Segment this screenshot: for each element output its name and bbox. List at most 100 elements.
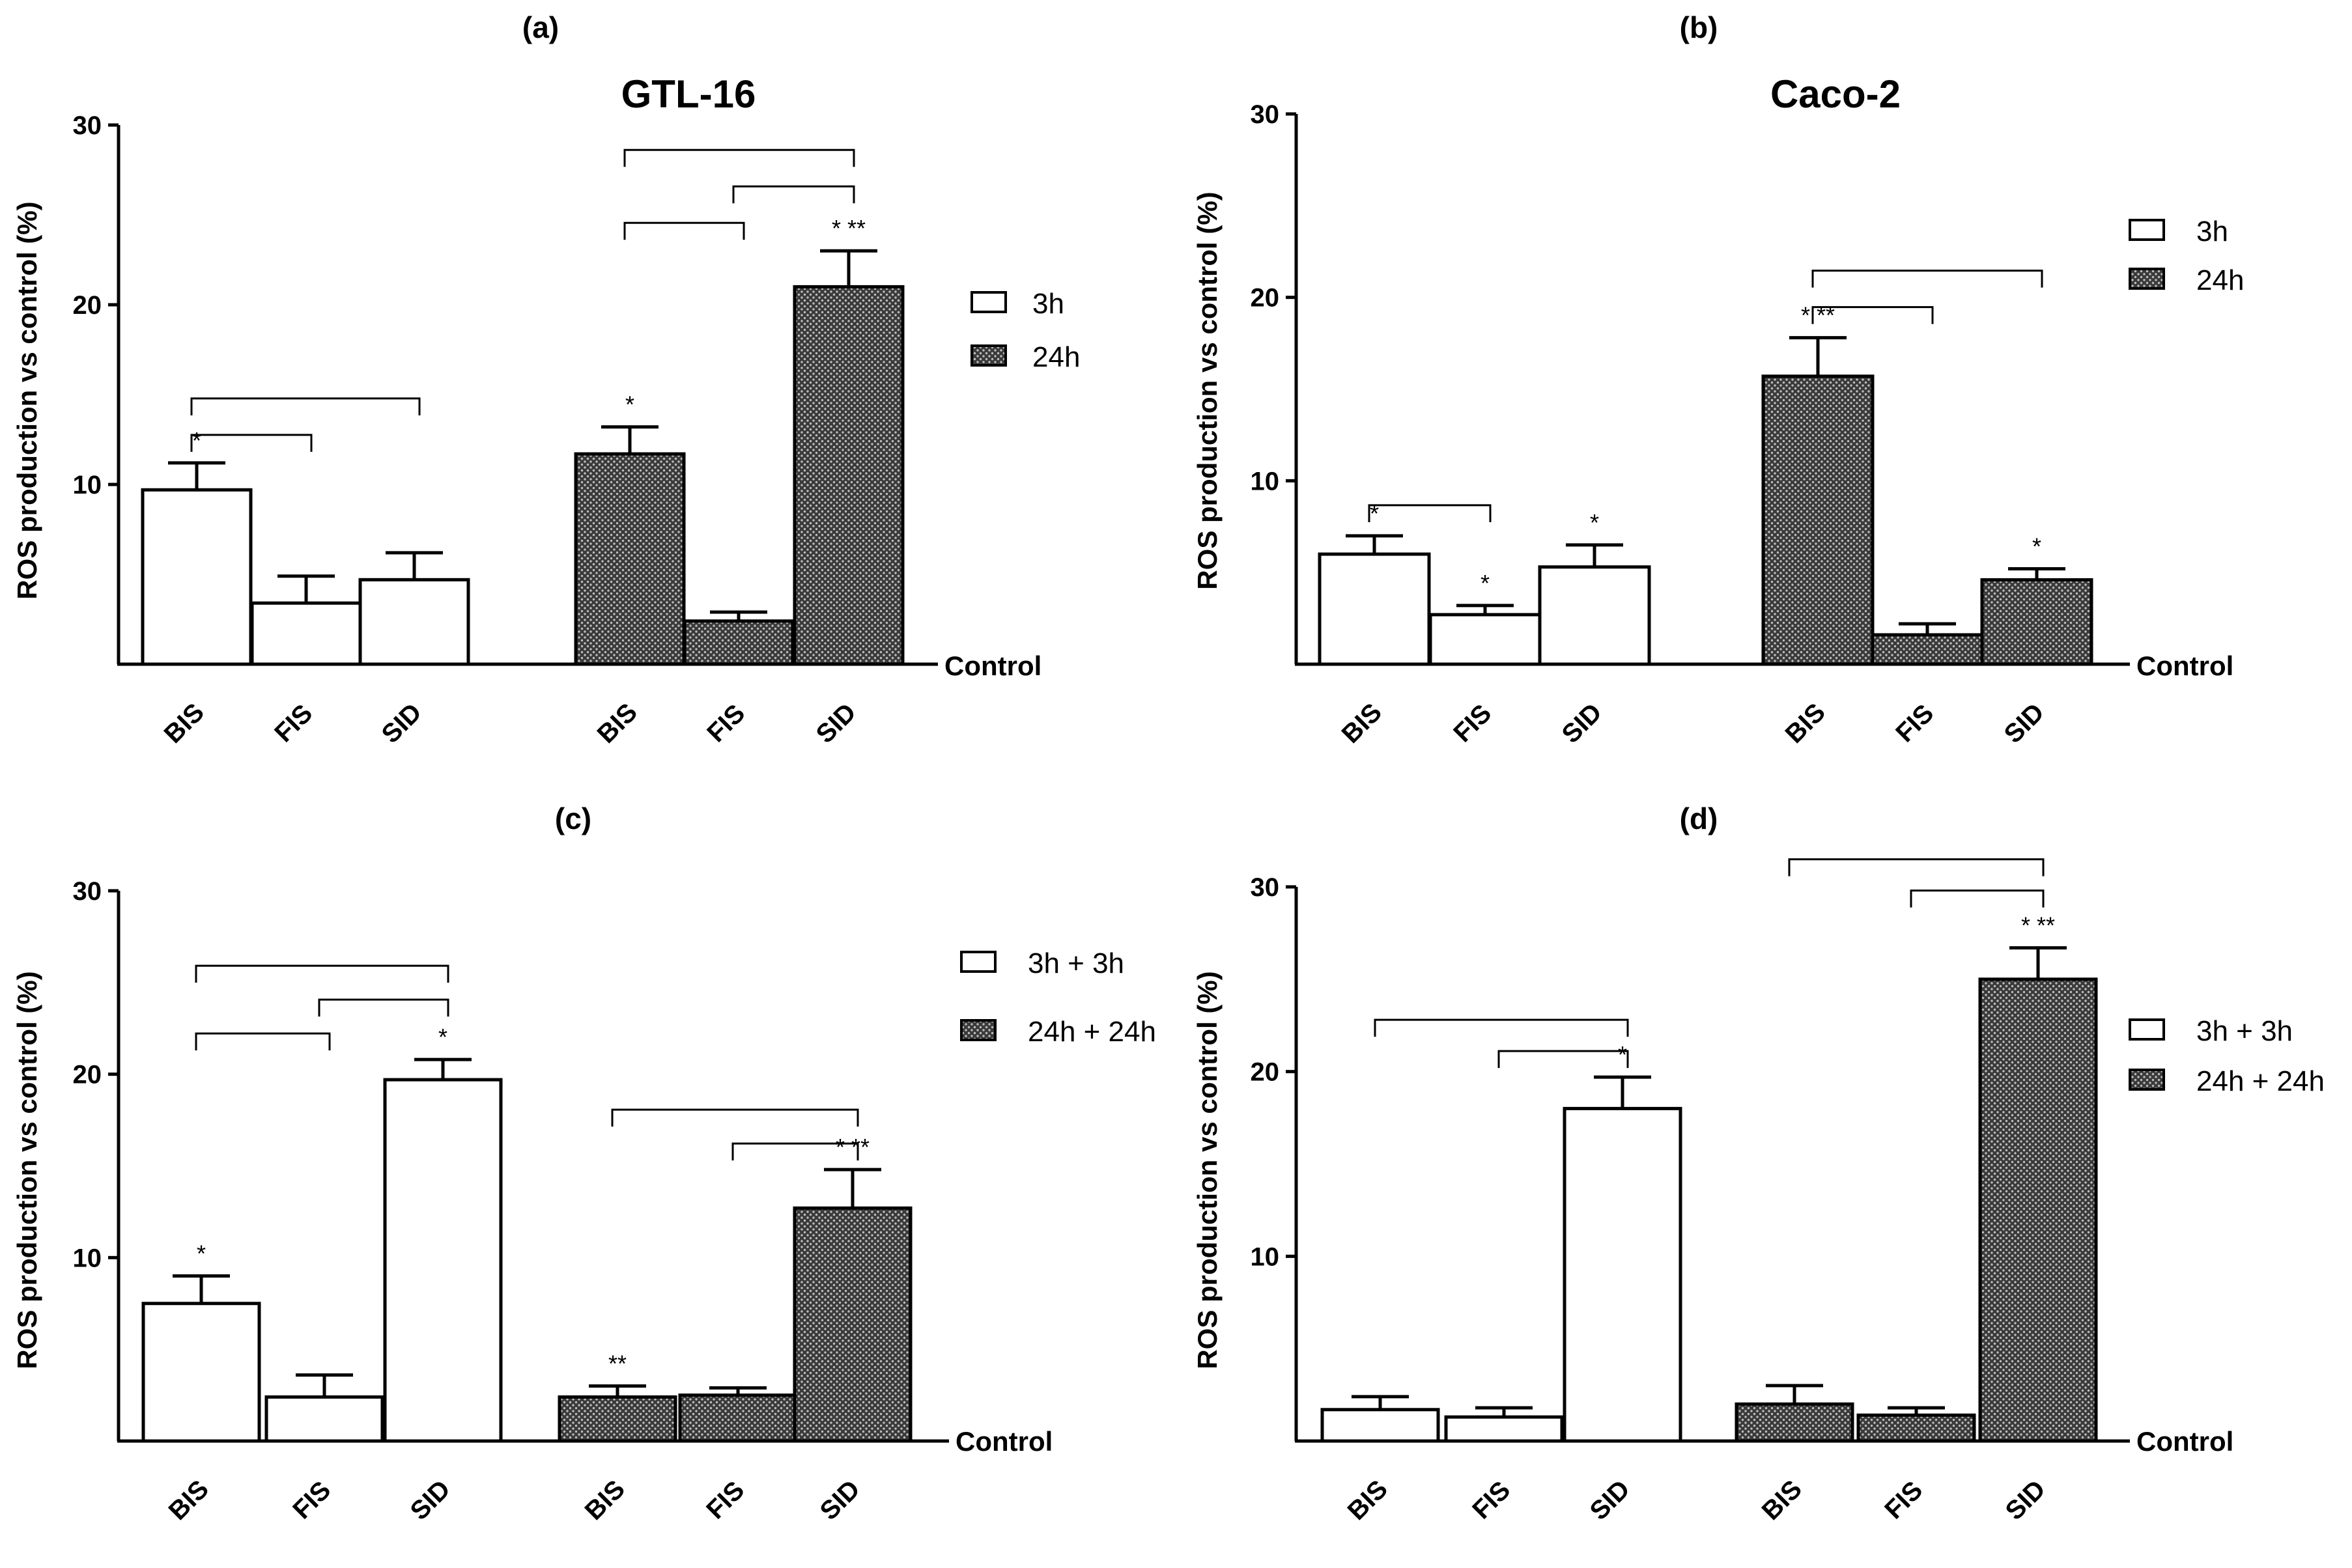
y-axis-label: ROS production vs control (%): [1192, 971, 1223, 1369]
legend-swatch-24h: [2129, 268, 2165, 290]
significance-bracket: [1368, 504, 1492, 522]
significance-label: *: [1481, 570, 1490, 596]
x-tick-label: SID: [2000, 1475, 2051, 1526]
legend: 3h + 3h 24h + 24h: [960, 947, 1156, 1048]
legend-label-24h: 24h + 24h: [2196, 1065, 2325, 1097]
bar-3h-3h-fis: [264, 1395, 384, 1443]
significance-bracket: [732, 185, 855, 204]
significance-bracket: [1811, 306, 1934, 324]
x-tick-label: BIS: [1337, 698, 1387, 749]
panel-label: (d): [1680, 802, 1718, 835]
bar-3h-sid: [358, 578, 470, 666]
control-label: Control: [944, 651, 1041, 681]
significance-label: * **: [2021, 912, 2055, 939]
panel-label: (b): [1680, 10, 1718, 44]
bar-24h-sid: [793, 285, 905, 666]
x-tick-label: BIS: [592, 698, 643, 749]
panel-title: Caco-2: [1770, 72, 1901, 116]
bar-24h-24h-fis: [678, 1393, 798, 1443]
significance-label: * **: [836, 1134, 870, 1160]
y-tick-label: 10: [1251, 1242, 1280, 1271]
significance-label: *: [1618, 1041, 1627, 1068]
significance-bracket: [195, 964, 449, 983]
x-tick-label: FIS: [269, 699, 318, 748]
y-axis-label: ROS production vs control (%): [12, 201, 42, 599]
x-tick-label: SID: [405, 1475, 456, 1526]
y-tick-label: 10: [73, 1244, 102, 1272]
bar-3h-3h-bis: [1320, 1408, 1440, 1443]
y-tick-label: 20: [1251, 284, 1280, 313]
legend-label-3h: 3h: [2196, 216, 2228, 247]
legend-swatch-3h: [971, 291, 1007, 313]
y-tick-label: 30: [1251, 873, 1280, 902]
panel-label: (c): [555, 802, 591, 835]
legend-swatch-3h: [960, 951, 997, 973]
bar-24h-sid: [1980, 578, 2093, 666]
significance-bracket: [1788, 858, 2045, 876]
panel-label: (a): [522, 10, 559, 44]
significance-label: *: [1370, 500, 1379, 527]
significance-bracket: [318, 998, 449, 1017]
bar-24h-bis: [1761, 374, 1875, 666]
x-tick-label: FIS: [701, 1476, 750, 1524]
significance-label: *: [1590, 509, 1599, 536]
significance-bracket: [731, 1142, 859, 1161]
legend-label-24h: 24h + 24h: [1028, 1016, 1156, 1048]
y-tick-label: 30: [1251, 100, 1280, 129]
control-label: Control: [2136, 651, 2233, 681]
legend-swatch-24h: [2129, 1069, 2165, 1091]
bar-24h-24h-fis: [1856, 1413, 1976, 1443]
legend-label-3h: 3h + 3h: [1028, 947, 1124, 979]
significance-label: *: [197, 1240, 206, 1267]
y-tick-label: 20: [1251, 1058, 1280, 1087]
significance-bracket: [611, 1108, 859, 1127]
bar-3h-bis: [141, 488, 253, 666]
panel-c: (c) ROS production vs control (%) Contro…: [12, 802, 1156, 1526]
y-tick-label: 30: [73, 877, 102, 906]
panel-d: (d) ROS production vs control (%) Contro…: [1192, 802, 2325, 1526]
significance-label: *: [2032, 533, 2041, 560]
bar-24h-24h-sid: [1978, 977, 2098, 1443]
legend: 3h 24h: [971, 288, 1080, 373]
significance-bracket: [1497, 1050, 1629, 1069]
significance-bracket: [190, 434, 313, 452]
significance-label: * **: [832, 215, 866, 242]
x-tick-label: BIS: [159, 698, 210, 749]
x-tick-label: FIS: [1879, 1476, 1928, 1524]
x-tick-label: SID: [1557, 698, 1608, 749]
y-axis-label: ROS production vs control (%): [12, 971, 42, 1369]
bar-3h-fis: [1428, 613, 1542, 666]
x-tick-label: SID: [1585, 1475, 1636, 1526]
significance-bracket: [190, 397, 421, 415]
legend-label-24h: 24h: [1032, 341, 1080, 373]
legend-label-3h: 3h: [1032, 288, 1064, 320]
significance-bracket: [623, 148, 855, 167]
y-tick-label: 10: [1251, 467, 1280, 496]
legend-label-24h: 24h: [2196, 264, 2244, 296]
y-tick-label: 30: [73, 111, 102, 140]
x-tick-label: BIS: [163, 1475, 214, 1526]
significance-bracket: [195, 1032, 331, 1051]
legend-swatch-3h: [2129, 219, 2165, 241]
y-tick-label: 20: [73, 1061, 102, 1089]
bar-3h-3h-bis: [141, 1302, 261, 1443]
x-tick-label: BIS: [580, 1475, 631, 1526]
significance-label: **: [608, 1351, 627, 1377]
bar-24h-24h-bis: [1735, 1402, 1854, 1443]
significance-bracket: [1910, 889, 2045, 908]
bar-24h-24h-bis: [558, 1395, 677, 1443]
bar-3h-3h-fis: [1444, 1415, 1564, 1443]
legend-swatch-24h: [960, 1019, 997, 1041]
x-tick-label: FIS: [1890, 699, 1939, 748]
panel-a: (a) GTL-16 ROS production vs control (%)…: [12, 10, 1080, 749]
legend-label-3h: 3h + 3h: [2196, 1015, 2293, 1047]
x-tick-label: SID: [811, 698, 862, 749]
y-tick-label: 20: [73, 291, 102, 320]
y-tick-label: 10: [73, 471, 102, 499]
bar-24h-bis: [574, 452, 686, 666]
bar-24h-fis: [1871, 633, 1984, 666]
control-label: Control: [2136, 1426, 2233, 1457]
panel-title: GTL-16: [621, 72, 756, 116]
significance-label: *: [192, 427, 201, 454]
